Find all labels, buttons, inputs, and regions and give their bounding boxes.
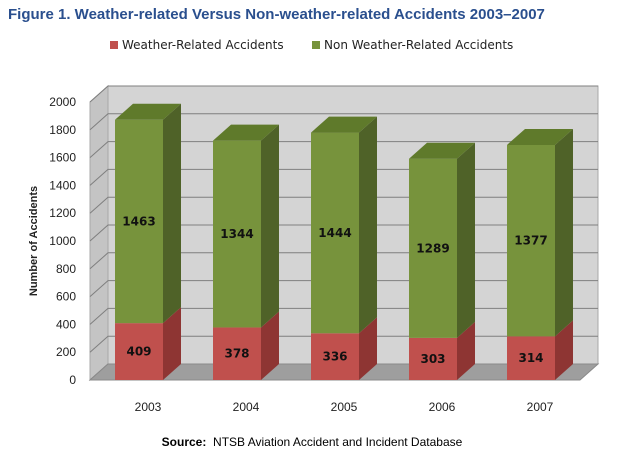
y-tick-label: 1200 <box>49 206 76 220</box>
bar-top-2004 <box>213 124 279 141</box>
data-label-weather-2003: 409 <box>126 345 151 359</box>
bar-weather-side-2006 <box>457 321 475 380</box>
y-tick-label: 1000 <box>49 234 76 248</box>
gridline-2000 <box>89 85 598 103</box>
data-label-nonweather-2005: 1444 <box>318 226 351 240</box>
bar-weather-side-2007 <box>555 320 573 380</box>
bar-weather-2003 <box>115 323 163 380</box>
bar-nonweather-2003 <box>115 119 163 324</box>
bar-nonweather-side-2007 <box>555 128 573 337</box>
source-note: Source: NTSB Aviation Accident and Incid… <box>0 435 624 449</box>
gridline-1600 <box>89 141 598 158</box>
gridline-1800 <box>89 113 598 131</box>
legend-swatch-nonweather <box>312 41 320 49</box>
y-axis-label: Number of Accidents <box>28 186 40 296</box>
bar-weather-2005 <box>311 333 359 380</box>
y-tick-label: 2000 <box>49 95 76 109</box>
bar-nonweather-2004 <box>213 140 261 328</box>
y-tick-label: 1800 <box>49 123 76 137</box>
data-label-nonweather-2006: 1289 <box>416 241 449 255</box>
x-tick-label: 2005 <box>331 400 358 414</box>
y-tick-label: 200 <box>56 345 76 359</box>
x-tick-label: 2004 <box>233 400 260 414</box>
data-label-weather-2007: 314 <box>518 351 543 365</box>
y-tick-label: 600 <box>56 290 76 304</box>
chart-legend: Weather-Related Accidents Non Weather-Re… <box>0 38 624 54</box>
bar-weather-side-2004 <box>261 311 279 380</box>
stacked-bar-chart: 0 200 400 600 800 1000 1200 1400 1600 1800 2000 Num… <box>28 84 600 414</box>
data-label-nonweather-2004: 1344 <box>220 227 253 241</box>
bar-nonweather-2005 <box>311 132 359 334</box>
bar-weather-side-2005 <box>359 317 377 380</box>
x-tick-label: 2003 <box>135 400 162 414</box>
x-tick-label: 2006 <box>429 400 456 414</box>
bar-nonweather-side-2004 <box>261 124 279 328</box>
bar-weather-2004 <box>213 327 261 380</box>
bar-nonweather-side-2003 <box>163 103 181 324</box>
data-label-nonweather-2003: 1463 <box>122 214 155 228</box>
legend-item-weather: Weather-Related Accidents <box>110 38 284 52</box>
bar-top-2003 <box>115 103 181 120</box>
source-label: Source: <box>161 435 207 449</box>
y-tick-label: 1400 <box>49 178 76 192</box>
legend-label-weather: Weather-Related Accidents <box>122 38 284 52</box>
chart-title: Figure 1. Weather-related Versus Non-wea… <box>8 6 545 23</box>
data-label-weather-2005: 336 <box>322 350 347 364</box>
bar-weather-2007 <box>507 336 555 380</box>
bar-nonweather-side-2005 <box>359 116 377 334</box>
y-tick-label: 0 <box>69 373 76 387</box>
source-text: NTSB Aviation Accident and Incident Data… <box>213 435 463 449</box>
y-tick-label: 400 <box>56 317 76 331</box>
legend-item-nonweather: Non Weather-Related Accidents <box>312 38 513 52</box>
bar-top-2005 <box>311 116 377 133</box>
bar-top-2007 <box>507 128 573 145</box>
bar-nonweather-2006 <box>409 158 457 338</box>
data-label-weather-2004: 378 <box>224 347 249 361</box>
bar-weather-2006 <box>409 337 457 380</box>
legend-label-nonweather: Non Weather-Related Accidents <box>324 38 514 52</box>
bar-nonweather-2007 <box>507 144 555 337</box>
bar-top-2006 <box>409 142 475 159</box>
data-label-weather-2006: 303 <box>420 352 445 366</box>
y-tick-label: 1600 <box>49 151 76 165</box>
bar-nonweather-side-2006 <box>457 142 475 338</box>
x-tick-label: 2007 <box>527 400 554 414</box>
bar-weather-side-2003 <box>163 307 181 380</box>
legend-swatch-weather <box>110 41 118 49</box>
y-tick-label: 800 <box>56 262 76 276</box>
data-label-nonweather-2007: 1377 <box>514 234 547 248</box>
